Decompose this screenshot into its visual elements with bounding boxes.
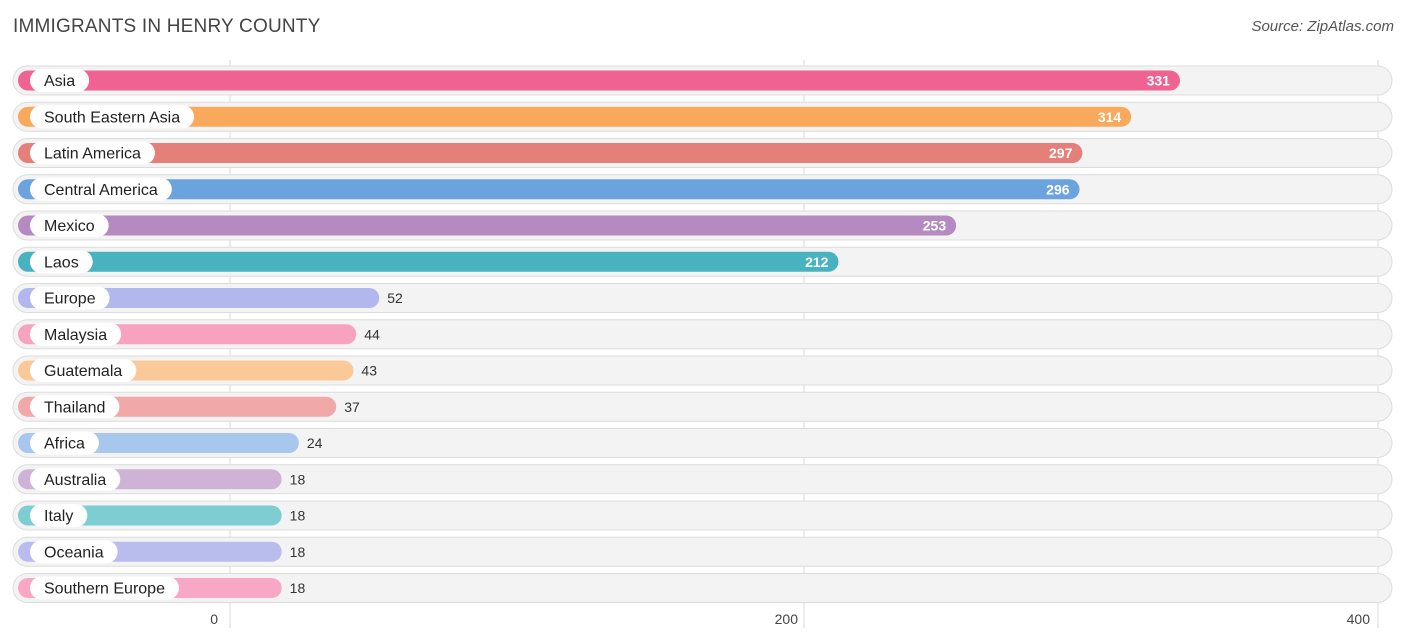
category-label: Europe — [44, 291, 96, 308]
value-label: 18 — [290, 580, 306, 596]
label-pill — [30, 214, 109, 237]
category-label: Asia — [44, 73, 75, 90]
bar — [18, 106, 1132, 127]
value-label: 24 — [307, 435, 323, 451]
row-track — [12, 536, 1393, 567]
category-label: Latin America — [44, 146, 141, 163]
value-label: 212 — [805, 254, 829, 270]
chart-title: IMMIGRANTS IN HENRY COUNTY — [13, 16, 321, 37]
label-pill — [30, 540, 118, 564]
label-pill — [30, 322, 122, 346]
source-credit: Source: ZipAtlas.com — [1251, 18, 1394, 35]
value-label: 43 — [361, 363, 377, 379]
row-track — [12, 428, 1393, 458]
label-pill — [30, 576, 179, 600]
value-label: 37 — [344, 399, 360, 415]
category-label: Oceania — [44, 544, 104, 561]
category-label: Central America — [44, 182, 158, 199]
label-pill — [30, 141, 155, 165]
value-label: 253 — [923, 218, 947, 234]
category-label: Southern Europe — [44, 581, 165, 598]
row-track — [12, 573, 1393, 603]
category-label: Laos — [44, 254, 79, 271]
row-track — [12, 464, 1393, 495]
value-label: 297 — [1049, 145, 1073, 161]
x-tick-label: 200 — [775, 611, 799, 627]
category-label: Thailand — [44, 399, 105, 416]
category-label: Guatemala — [44, 363, 122, 380]
value-label: 52 — [387, 290, 403, 306]
label-pill — [30, 69, 90, 92]
label-pill — [30, 105, 195, 129]
category-label: Africa — [44, 436, 85, 453]
label-pill — [30, 431, 99, 455]
category-label: Mexico — [44, 218, 95, 235]
bar — [18, 143, 1083, 163]
row-track — [12, 319, 1393, 350]
label-pill — [30, 359, 137, 382]
value-label: 314 — [1098, 109, 1122, 125]
value-label: 18 — [290, 508, 306, 524]
label-pill — [30, 177, 172, 201]
label-pill — [30, 395, 120, 419]
category-label: Australia — [44, 472, 106, 489]
value-label: 296 — [1046, 181, 1070, 197]
value-label: 44 — [364, 326, 380, 342]
bar — [18, 179, 1080, 200]
bar — [18, 215, 957, 236]
row-track — [12, 391, 1393, 422]
row-track — [12, 500, 1393, 531]
category-label: Malaysia — [44, 327, 107, 344]
bar — [18, 70, 1180, 91]
label-pill — [30, 250, 93, 274]
label-pill — [30, 286, 110, 310]
x-tick-label: 400 — [1347, 611, 1371, 627]
value-label: 331 — [1147, 73, 1171, 89]
value-label: 18 — [290, 544, 306, 560]
bar — [18, 251, 839, 272]
value-label: 18 — [290, 471, 306, 487]
label-pill — [30, 504, 88, 527]
label-pill — [30, 467, 121, 491]
category-label: Italy — [44, 508, 73, 525]
row-track — [12, 355, 1393, 386]
x-tick-label: 0 — [210, 611, 218, 627]
category-label: South Eastern Asia — [44, 109, 180, 126]
